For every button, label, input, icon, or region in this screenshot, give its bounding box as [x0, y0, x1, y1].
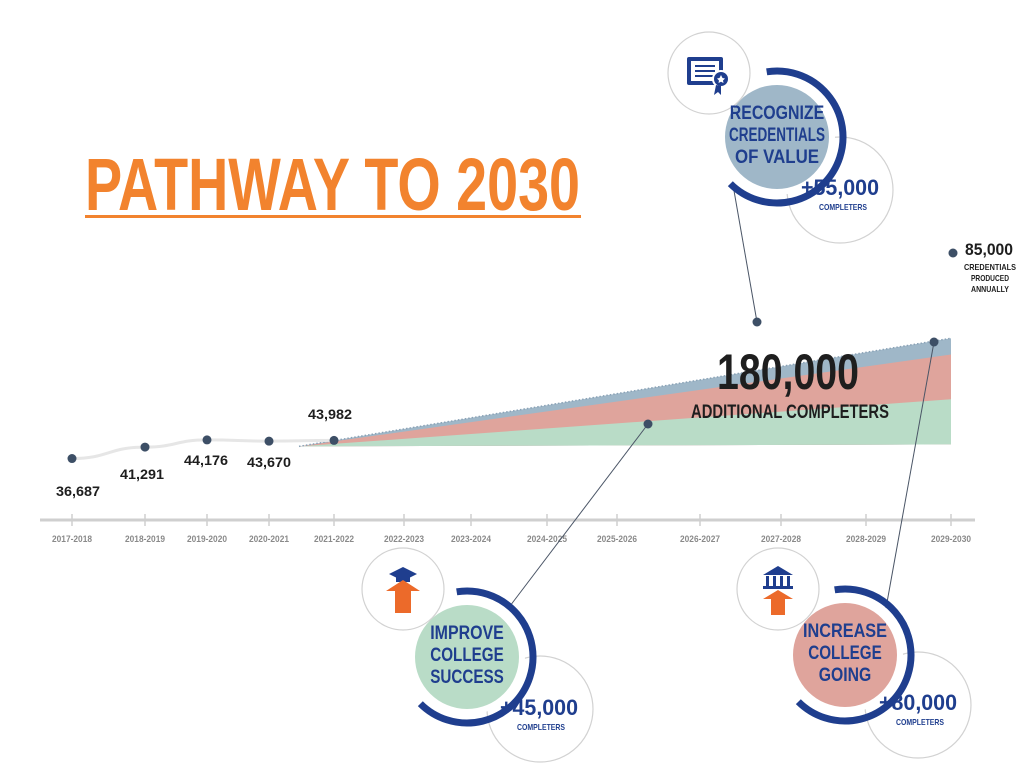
leader-line	[885, 341, 935, 609]
axis-tick-label: 2025-2026	[597, 534, 637, 544]
axis-tick-label: 2021-2022	[314, 534, 354, 544]
data-point-2017-2018	[67, 454, 77, 464]
credential-certificate-icon	[687, 57, 730, 95]
leader-anchor-point	[929, 337, 939, 347]
callout-label-line: GOING	[819, 665, 872, 686]
data-point-2021-2022	[329, 435, 339, 445]
total-additional-value: 180,000	[717, 344, 859, 400]
axis-tick-label: 2023-2024	[451, 534, 491, 544]
callout-label-line: COLLEGE	[430, 645, 504, 666]
callout-label-line: INCREASE	[803, 621, 887, 642]
target-caption-line: ANNUALLY	[971, 284, 1009, 294]
data-label-2019-2020: 44,176	[184, 452, 228, 468]
leader-line	[732, 184, 758, 323]
axis-tick-label: 2017-2018	[52, 534, 92, 544]
building-roof	[763, 566, 793, 575]
axis-tick-label: 2020-2021	[249, 534, 289, 544]
target-value: 85,000	[965, 240, 1013, 259]
leader-anchor-point	[643, 419, 653, 429]
callout-value: +45,000	[500, 695, 578, 720]
callout-label-line: RECOGNIZE	[730, 103, 825, 124]
certificate-ribbon	[714, 85, 721, 95]
data-label-2017-2018: 36,687	[56, 483, 100, 499]
data-point-2019-2020	[202, 435, 212, 445]
certificate-star	[717, 75, 725, 83]
target-caption-line: PRODUCED	[971, 273, 1009, 283]
graduation-arrow-icon	[386, 567, 420, 613]
main-circle	[415, 605, 519, 709]
callout-value: +80,000	[879, 690, 957, 715]
callout-unit: COMPLETERS	[896, 717, 944, 727]
projection-top-line	[298, 337, 952, 448]
x-axis: 2017-2018 2018-2019 2019-2020 2020-2021 2021…	[40, 514, 975, 544]
axis-tick-label: 2028-2029	[846, 534, 886, 544]
leader-line	[509, 423, 649, 607]
certificate-text-line	[695, 65, 715, 67]
building-column	[787, 576, 790, 586]
callout-label-line: IMPROVE	[430, 623, 504, 644]
data-label-2020-2021: 43,670	[247, 454, 291, 470]
main-circle	[793, 603, 897, 707]
callout-label-line: SUCCESS	[430, 667, 504, 688]
college-building-arrow-icon	[763, 566, 793, 615]
callout-unit: COMPLETERS	[819, 202, 867, 212]
callouts: IMPROVECOLLEGESUCCESS+45,000COMPLETERSIN…	[361, 31, 972, 763]
total-additional-caption: ADDITIONAL COMPLETERS	[691, 402, 889, 423]
callout-unit: COMPLETERS	[517, 722, 565, 732]
building-base	[763, 586, 793, 589]
page-title: PATHWAY TO 2030	[85, 143, 580, 226]
navy-ring	[417, 587, 537, 727]
main-circle	[725, 85, 829, 189]
data-point-2018-2019	[140, 442, 150, 452]
projection-areas	[298, 337, 952, 448]
axis-tick-label: 2019-2020	[187, 534, 227, 544]
axis-tick-label: 2022-2023	[384, 534, 424, 544]
callout-label-line: CREDENTIALS	[729, 125, 825, 146]
target-caption-line: CREDENTIALS	[964, 262, 1016, 272]
graduation-cap-band	[396, 576, 410, 582]
certificate-text-line	[695, 75, 715, 77]
up-arrow-shape	[386, 580, 420, 613]
axis-tick-label: 2027-2028	[761, 534, 801, 544]
navy-ring	[727, 67, 847, 207]
data-label-2021-2022: 43,982	[308, 406, 352, 422]
data-point-2020-2021	[264, 436, 274, 446]
navy-ring	[795, 585, 915, 725]
axis-tick-label: 2026-2027	[680, 534, 720, 544]
leader-anchor-point	[752, 317, 762, 327]
axis-tick-label: 2029-2030	[931, 534, 971, 544]
callout-label-line: OF VALUE	[735, 147, 819, 168]
axis-tick-label: 2018-2019	[125, 534, 165, 544]
callout-label-line: COLLEGE	[808, 643, 882, 664]
building-column	[780, 576, 783, 586]
up-arrow-shape	[763, 590, 793, 615]
title-underline	[85, 215, 581, 218]
building-column	[773, 576, 776, 586]
certificate-text-line	[695, 70, 715, 72]
axis-tick-label: 2024-2025	[527, 534, 567, 544]
callout-value: +55,000	[801, 175, 879, 200]
data-label-2018-2019: 41,291	[120, 466, 164, 482]
building-column	[766, 576, 769, 586]
target-point	[948, 248, 958, 258]
area-improve-college-success	[299, 399, 951, 447]
historical-series: 36,687 41,291 44,176 43,670 43,982	[56, 406, 352, 499]
